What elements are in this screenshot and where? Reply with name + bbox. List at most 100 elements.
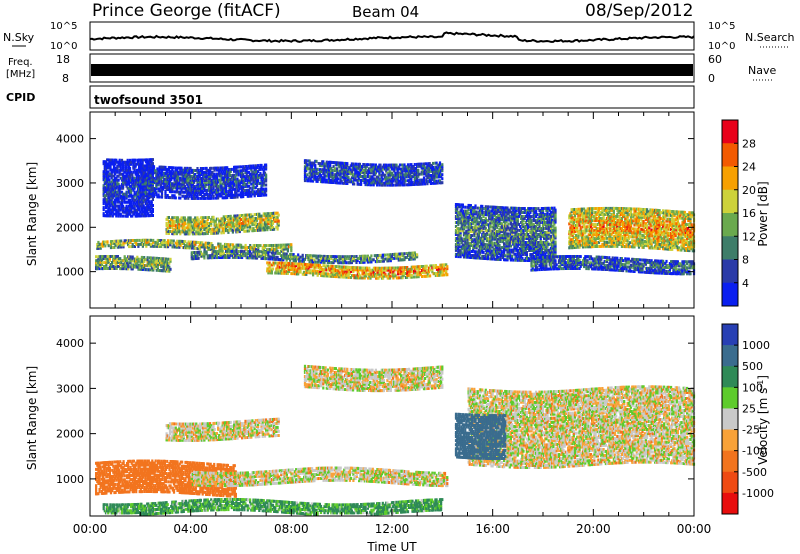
data-cell <box>104 267 107 270</box>
data-cell <box>107 259 110 262</box>
data-cell <box>484 243 487 247</box>
data-cell <box>470 226 474 230</box>
data-cell <box>468 249 471 253</box>
data-cell <box>468 247 471 251</box>
data-cell <box>312 263 315 267</box>
data-cell <box>475 218 478 222</box>
data-cell <box>554 210 557 214</box>
data-cell <box>241 256 244 259</box>
data-cell <box>473 208 476 212</box>
data-cell <box>462 233 466 237</box>
data-cell <box>234 228 237 232</box>
data-cell <box>180 239 183 243</box>
data-cell <box>194 240 197 244</box>
data-cell <box>116 243 119 247</box>
data-cell <box>182 224 185 228</box>
data-cell <box>536 221 539 225</box>
data-cell <box>125 259 129 263</box>
data-cell <box>572 220 575 224</box>
data-cell <box>353 274 356 278</box>
data-cell <box>520 258 523 262</box>
data-cell <box>466 239 469 243</box>
data-cell <box>147 240 150 244</box>
data-cell <box>503 244 506 248</box>
data-cell <box>282 243 285 247</box>
data-cell <box>508 250 511 254</box>
data-cell <box>275 243 278 247</box>
data-cell <box>408 271 411 275</box>
data-cell <box>381 255 384 259</box>
data-cell <box>171 241 174 245</box>
data-cell <box>202 222 205 226</box>
data-cell <box>136 255 139 259</box>
data-cell <box>302 259 305 263</box>
data-cell <box>575 227 578 231</box>
data-cell <box>360 266 363 270</box>
data-cell <box>97 263 100 267</box>
data-cell <box>187 224 190 228</box>
data-cell <box>231 224 234 228</box>
data-cell <box>469 230 472 233</box>
data-cell <box>131 243 134 246</box>
data-cell <box>116 239 119 243</box>
data-cell <box>202 218 205 222</box>
data-cell <box>249 213 252 217</box>
data-cell <box>464 219 467 223</box>
data-cell <box>497 210 500 213</box>
data-cell <box>477 234 480 238</box>
data-cell <box>252 250 255 254</box>
data-cell <box>409 269 412 273</box>
data-cell <box>322 254 325 258</box>
data-cell <box>512 236 515 240</box>
data-cell <box>546 224 549 228</box>
data-cell <box>460 215 463 219</box>
data-cell <box>465 253 468 257</box>
data-cell <box>363 268 366 272</box>
data-cell <box>217 231 220 235</box>
data-cell <box>153 256 156 260</box>
data-cell <box>554 246 557 250</box>
data-cell <box>460 209 463 213</box>
nsearch-tick-bottom: 10^0 <box>708 41 735 52</box>
data-cell <box>129 257 132 261</box>
data-cell <box>509 232 512 236</box>
data-cell <box>228 216 231 220</box>
data-cell <box>486 211 490 215</box>
data-cell <box>577 231 580 235</box>
data-cell <box>330 261 333 265</box>
data-cell <box>156 244 159 248</box>
data-cell <box>148 238 151 242</box>
data-cell <box>246 246 249 249</box>
data-cell <box>538 233 541 236</box>
data-cell <box>197 222 200 226</box>
data-cell <box>533 243 536 246</box>
data-cell <box>478 206 482 210</box>
data-cell <box>107 261 110 264</box>
data-cell <box>388 276 392 280</box>
data-cell <box>497 243 500 247</box>
data-cell <box>425 264 428 268</box>
data-cell <box>515 234 518 238</box>
data-cell <box>533 211 536 215</box>
data-cell <box>340 261 343 265</box>
data-cell <box>489 251 492 255</box>
data-cell <box>509 254 512 258</box>
data-cell <box>208 245 211 249</box>
data-cell <box>266 228 269 232</box>
data-cell <box>152 256 155 260</box>
data-cell <box>540 252 543 256</box>
data-cell <box>314 254 317 258</box>
data-cell <box>547 236 550 240</box>
data-cell <box>99 255 102 259</box>
data-cell <box>512 250 515 254</box>
data-cell <box>166 269 169 273</box>
data-cell <box>283 252 286 256</box>
data-cell <box>97 265 100 269</box>
data-cell <box>225 245 228 248</box>
data-cell <box>125 261 129 265</box>
data-cell <box>520 234 523 238</box>
data-cell <box>544 220 547 224</box>
data-cell <box>377 266 380 270</box>
data-cell <box>249 215 252 219</box>
data-cell <box>205 220 208 224</box>
